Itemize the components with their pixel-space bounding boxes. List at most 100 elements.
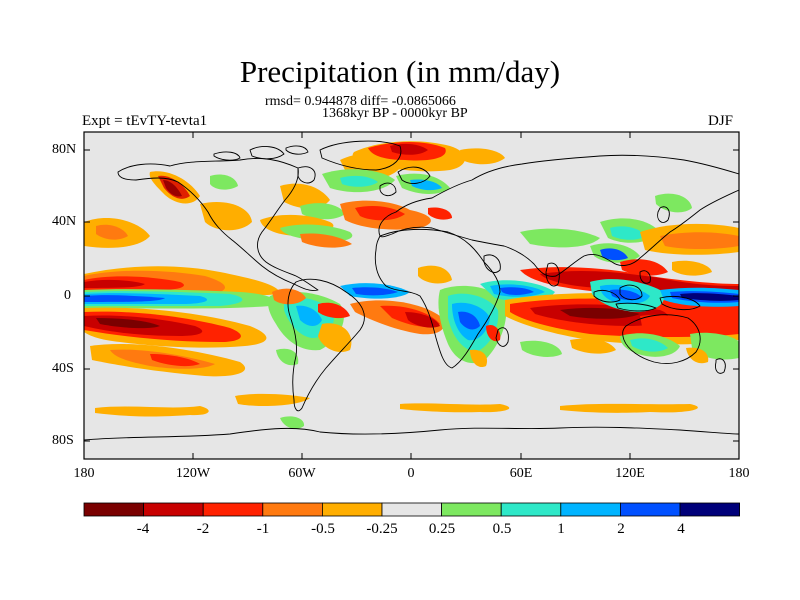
colorbar-label: -2 [196,521,210,537]
colorbar-label: 4 [677,521,685,537]
colorbar-label: -0.5 [311,521,335,537]
anomaly-patch [630,338,668,352]
coast-south-america [287,278,365,412]
coast-greenland [319,140,402,171]
coast-arctic-islands [285,145,309,155]
anomaly-patch [560,403,698,413]
anomaly-patch [520,228,600,248]
anomaly-patch [680,293,739,301]
coast-labrador [297,166,316,184]
coast-british-isles [379,182,397,197]
colorbar [83,502,740,517]
colorbar-swatch [321,502,383,517]
colorbar-label: 0.25 [428,521,456,537]
lat-label-40s: 40S [52,361,74,376]
colorbar-swatch [381,502,442,517]
anomaly-patch [340,175,378,187]
coast-arctic-islands [249,146,285,160]
coast-australia [622,314,701,364]
coast-borneo [619,284,643,301]
anomaly-patch [96,224,128,240]
lat-label-80s: 80S [52,433,74,448]
coast-new-guinea [659,295,701,311]
colorbar-swatch [262,502,323,517]
anomaly-patch [640,314,690,332]
colorbar-swatch [500,502,562,517]
lon-label-60e: 60E [509,466,533,481]
lon-label-180e: 180 [728,466,750,481]
coast-new-zealand [715,358,726,374]
lat-label-40n: 40N [52,214,77,229]
period-subtitle: 1368kyr BP - 0000kyr BP [322,106,468,121]
anomaly-patch [540,271,739,293]
anomaly-patch [418,265,452,284]
anomaly-patch [318,323,352,353]
anomaly-patch [300,233,352,248]
coast-india [545,262,560,287]
anomaly-patch [570,338,616,354]
lon-label-180w: 180 [73,466,95,481]
lon-label-120e: 120E [615,466,645,481]
anomaly-patch [210,174,238,190]
anomaly-patch [200,202,252,231]
map-title: Precipitation (in mm/day) [239,54,561,89]
colorbar-swatch [441,502,502,517]
anomaly-patch [458,311,480,330]
coastlines [84,140,739,441]
lon-label-0: 0 [407,466,415,481]
anomaly-patch [352,287,398,296]
anomaly-patch [318,302,350,319]
anomaly-patch [690,308,739,332]
coast-java [615,302,657,312]
anomaly-patch [400,403,510,413]
coast-antarctica [84,426,739,441]
colorbar-swatch [83,502,144,517]
anomaly-patch [500,287,534,295]
colorbar-swatch [560,502,621,517]
anomaly-patch [296,305,322,326]
lon-label-120w: 120W [175,466,211,481]
coast-sumatra [593,289,621,303]
stats-subtitle: rmsd= 0.944878 diff= -0.0865066 [265,94,456,109]
anomaly-patch [600,248,628,261]
coast-japan [657,206,670,223]
coast-africa [374,228,501,369]
anomaly-patch [686,347,709,364]
colorbar-swatch [620,502,681,517]
anomaly-patch [84,279,145,288]
anomaly-patch [276,348,299,366]
anomaly-patch [410,179,442,191]
coast-madagascar [495,327,509,347]
colorbar-label: 1 [557,521,565,537]
anomaly-patch [235,393,310,406]
precipitation-anomaly-field [84,141,739,429]
anomaly-patch [520,340,562,357]
anomaly-patch [428,207,452,220]
colorbar-swatch [202,502,264,517]
anomaly-patch [280,416,305,429]
anomaly-patch [95,406,209,417]
colorbar-label: -4 [136,521,150,537]
colorbar-swatch [143,502,204,517]
axis-ticks [84,132,739,459]
anomaly-patch [460,148,505,165]
coast-philippines [639,270,651,284]
anomaly-patch [163,180,182,197]
anomaly-patch [405,312,440,328]
experiment-label: Expt = tEvTY-tevta1 [82,113,208,129]
coast-scandinavia [397,166,431,184]
anomaly-patch [610,226,646,240]
anomaly-patch [470,349,488,368]
anomaly-patch [355,206,405,221]
lon-label-60w: 60W [288,466,316,481]
lat-label-80n: 80N [52,142,77,157]
anomaly-patch [660,232,739,249]
lat-label-0: 0 [64,288,71,303]
anomaly-patch [486,324,501,342]
colorbar-label: -0.25 [366,521,398,537]
colorbar-swatch [679,502,740,517]
anomaly-patch [672,260,712,276]
anomaly-patch [300,203,345,220]
coast-arctic-islands [213,151,241,161]
